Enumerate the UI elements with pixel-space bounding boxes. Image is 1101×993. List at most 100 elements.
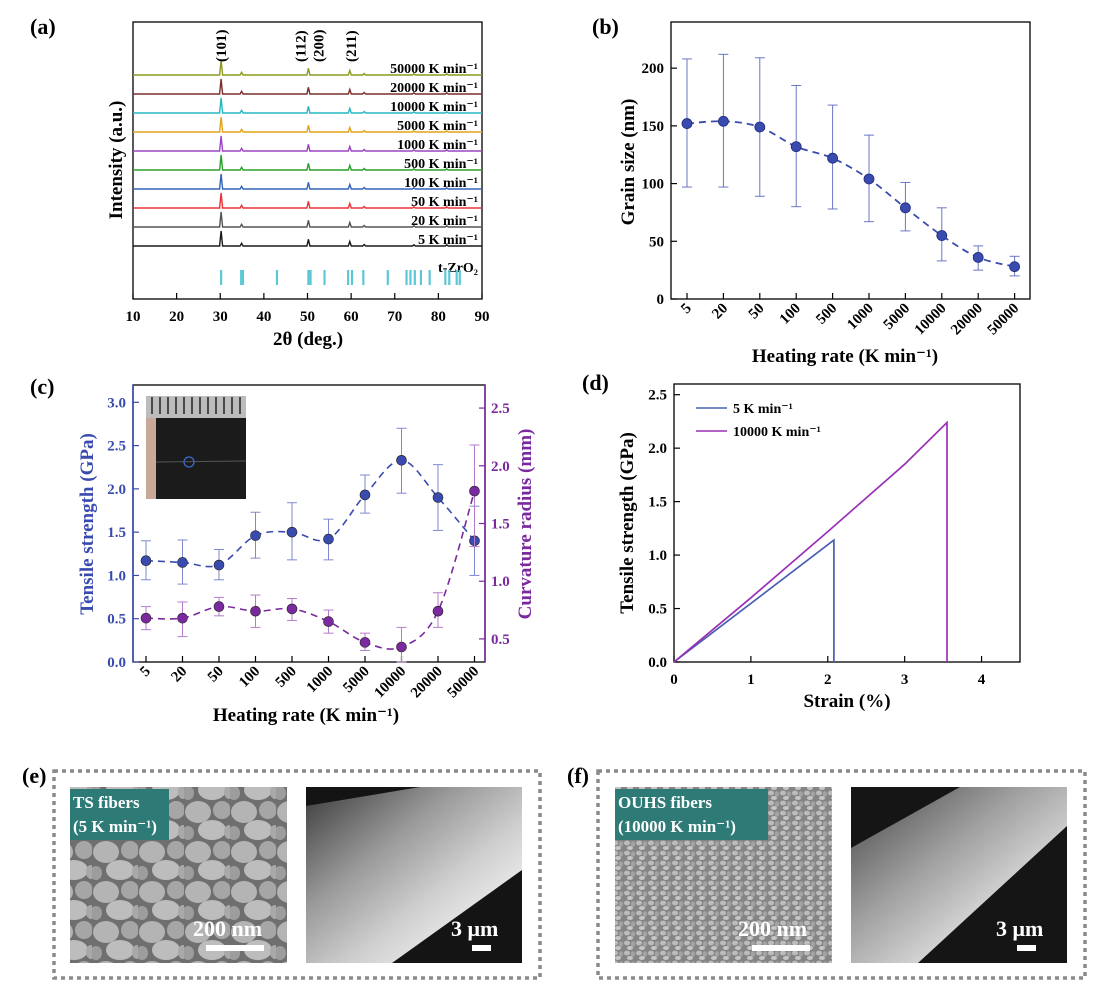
inset-fiber-loop: [183, 456, 195, 468]
inset-photo-ruler: [146, 396, 246, 418]
chart-b-xtick-label: 1000: [844, 301, 877, 334]
chart-c-ytick-label: 1.5: [107, 525, 126, 541]
chart-c-ytick-label: 2.5: [107, 439, 126, 455]
chart-d-xtick-label: 1: [747, 672, 755, 688]
chart-b-point: [790, 141, 802, 153]
chart-c-xtick-label: 5: [137, 664, 154, 681]
chart-a-xtick-label: 10: [126, 309, 141, 325]
chart-c-point: [359, 637, 371, 648]
chart-a-peak-label: (211): [344, 30, 360, 62]
chart-a-xtick-label: 40: [256, 309, 271, 325]
chart-c-point: [250, 605, 261, 617]
chart-a-trace: [133, 173, 482, 190]
chart-c-ytick-label: 0.5: [107, 612, 126, 628]
chart-a-peak-label: (112): [293, 30, 309, 62]
chart-b-frame: [670, 21, 1031, 300]
chart-b-fit-curve: [686, 120, 1015, 268]
chart-a-trace: [133, 59, 482, 76]
chart-b-xtick-label: 10000: [912, 301, 950, 339]
chart-b-ytick-label: 50: [649, 234, 664, 250]
chart-b: 0 50 100 150 200 5 20 50 100 500 1000 5000100002000…: [618, 21, 1031, 367]
chart-a-series-label: 5 K min⁻¹: [418, 233, 478, 248]
chart-c-xtick-label: 50000: [444, 664, 482, 702]
chart-c-xtick-label: 5000: [340, 664, 373, 697]
scalebar-e-right: [472, 945, 491, 951]
chart-a-trace: [133, 97, 482, 114]
chart-b-xtick-label: 500: [813, 301, 840, 328]
micrograph-panel-f: OUHS fibers (10000 K min⁻¹) 200 nm 3 μm: [596, 769, 1087, 980]
chart-c-ytick-right-label: 2.0: [491, 459, 510, 475]
chart-b-ytick-label: 0: [657, 292, 665, 308]
chart-a-trace: [133, 211, 482, 228]
chart-c-xtick-label: 20: [168, 664, 190, 686]
chart-c-ytick-right-label: 1.0: [491, 574, 510, 590]
chart-b-point: [863, 173, 875, 185]
badge-ts: [70, 789, 169, 840]
chart-d-ytick-label: 0.5: [648, 602, 667, 618]
chart-a-series-label: 20 K min⁻¹: [411, 214, 478, 229]
badge-ouhs: [615, 789, 768, 840]
chart-a-series-label: 50000 K min⁻¹: [390, 62, 478, 77]
inset-fiber-line: [155, 460, 247, 463]
chart-a-xtick-label: 60: [344, 309, 359, 325]
chart-c-point: [140, 555, 152, 567]
chart-d-xtick-label: 3: [901, 672, 909, 688]
chart-c-point: [396, 455, 407, 466]
chart-a-xtick-label: 20: [169, 309, 184, 325]
chart-b-xtick-label: 50000: [985, 301, 1023, 339]
chart-b-point: [936, 230, 948, 241]
chart-c-point: [140, 612, 152, 624]
chart-d-xtick-label: 2: [824, 672, 832, 688]
chart-b-ytick-label: 150: [642, 119, 665, 135]
chart-c-xtick-label: 1000: [304, 664, 337, 697]
chart-d-ytick-label: 1.5: [648, 495, 667, 511]
chart-a-trace: [133, 192, 482, 209]
chart-c-xtick-label: 10000: [371, 664, 409, 702]
chart-b-xtick-label: 100: [777, 301, 804, 328]
chart-c-ytick-right-label: 1.5: [491, 517, 510, 533]
chart-a-xlabel: 2θ (deg.): [273, 329, 343, 350]
chart-d-ylabel: Tensile strength (GPa): [617, 432, 638, 614]
scalebar-f-right: [1017, 945, 1036, 951]
badge-ouhs-line2: (10000 K min⁻¹): [618, 817, 736, 836]
legend-label-10000k: 10000 K min⁻¹: [733, 425, 821, 440]
panel-e-dotted-frame: [52, 769, 542, 980]
chart-b-point: [1009, 261, 1020, 273]
chart-c-point: [432, 492, 444, 503]
chart-c-xtick-label: 50: [205, 664, 227, 686]
chart-c-fit-curve: [145, 459, 476, 568]
scalebar-label-f-right: 3 μm: [996, 916, 1043, 941]
chart-b-xtick-label: 5000: [881, 301, 914, 334]
chart-a-trace: [133, 116, 482, 133]
chart-c-point: [213, 559, 225, 571]
chart-a-peak-label: (200): [312, 30, 328, 63]
chart-c-ytick-right-label: 2.5: [491, 401, 510, 417]
chart-c-point: [432, 605, 444, 617]
chart-d-xtick-label: 4: [978, 672, 986, 688]
chart-b-point: [827, 152, 838, 164]
chart-a-xtick-label: 90: [475, 309, 490, 325]
chart-d-ytick-label: 0.0: [648, 655, 667, 671]
panel-label-a: (a): [30, 14, 56, 39]
chart-a-trace: [133, 230, 482, 247]
chart-c-ytick-right-label: 0.5: [491, 632, 510, 648]
chart-c-xtick-label: 100: [236, 664, 263, 691]
chart-a-series-label: 10000 K min⁻¹: [390, 100, 478, 115]
inset-photo-hand: [146, 418, 156, 499]
chart-b-ytick-label: 100: [642, 177, 665, 193]
chart-b-xtick-label: 20000: [948, 301, 986, 339]
chart-c-point: [469, 485, 480, 497]
chart-a-xtick-label: 70: [387, 309, 402, 325]
chart-a-trace: [133, 154, 482, 171]
chart-c-fit-curve: [145, 490, 476, 650]
chart-a-series-label: 500 K min⁻¹: [404, 157, 478, 172]
chart-b-xtick-label: 50: [746, 301, 768, 323]
badge-ouhs-line1: OUHS fibers: [618, 793, 712, 812]
inset-photo: [146, 396, 247, 499]
chart-a-ref-label: t-ZrO₂: [438, 261, 478, 276]
scalebar-e-left: [206, 945, 264, 951]
chart-c-ytick-label: 2.0: [107, 482, 126, 498]
chart-a-xtick-label: 50: [300, 309, 315, 325]
chart-c-xlabel: Heating rate (K min⁻¹): [213, 705, 399, 726]
